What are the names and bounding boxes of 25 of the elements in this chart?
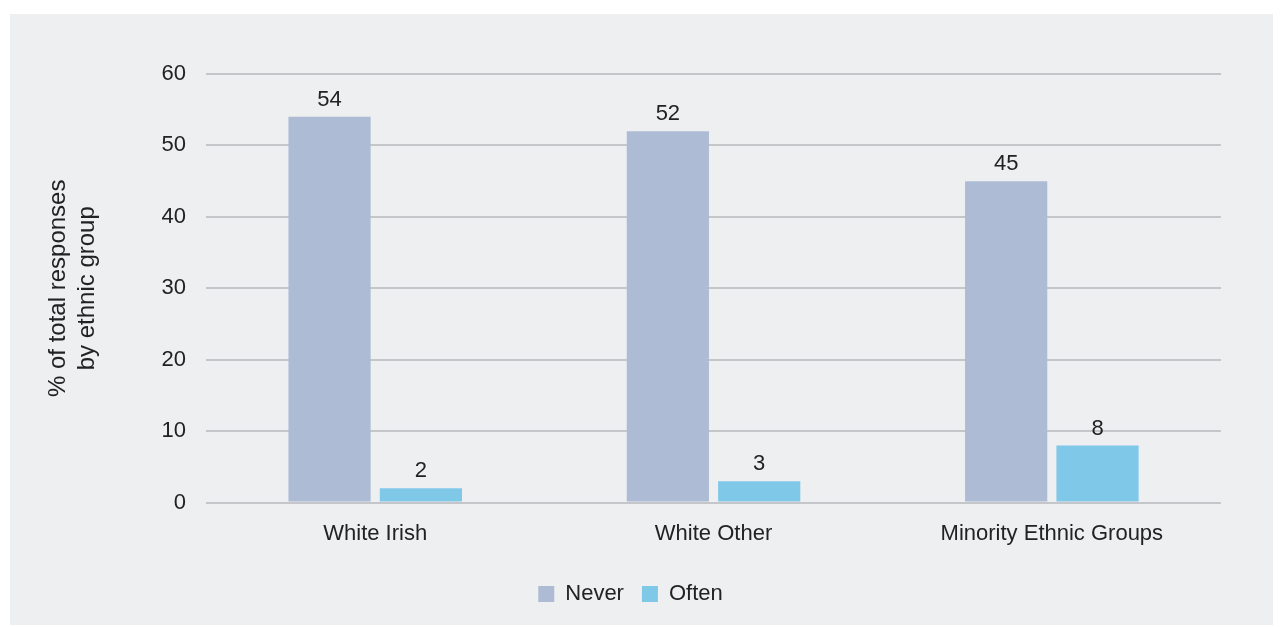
legend-label: Often	[668, 580, 723, 606]
x-tick-label: Minority Ethnic Groups	[940, 519, 1164, 545]
y-tick-label: 0	[173, 488, 187, 514]
y-tick-label: 10	[161, 417, 187, 443]
bar	[626, 131, 709, 502]
data-label: 3	[753, 450, 766, 476]
y-tick-label: 30	[161, 274, 187, 300]
y-tick-label: 60	[161, 60, 187, 86]
data-label: 52	[655, 100, 681, 126]
bar	[1056, 445, 1139, 502]
bar	[718, 481, 801, 502]
y-tick-label: 40	[161, 202, 187, 228]
data-label: 2	[414, 457, 428, 483]
bar	[379, 488, 462, 502]
y-tick-label: 50	[161, 131, 187, 157]
legend-label: Never	[565, 580, 624, 606]
bar	[965, 181, 1048, 502]
x-tick-label: White Other	[654, 519, 773, 545]
data-label: 45	[993, 150, 1019, 176]
bar	[288, 116, 371, 502]
data-label: 8	[1091, 414, 1104, 440]
x-tick-label: White Irish	[323, 519, 428, 545]
y-axis-title: % of total responses by ethnic group	[43, 179, 99, 398]
y-tick-label: 20	[161, 345, 187, 371]
data-label: 54	[317, 85, 342, 111]
